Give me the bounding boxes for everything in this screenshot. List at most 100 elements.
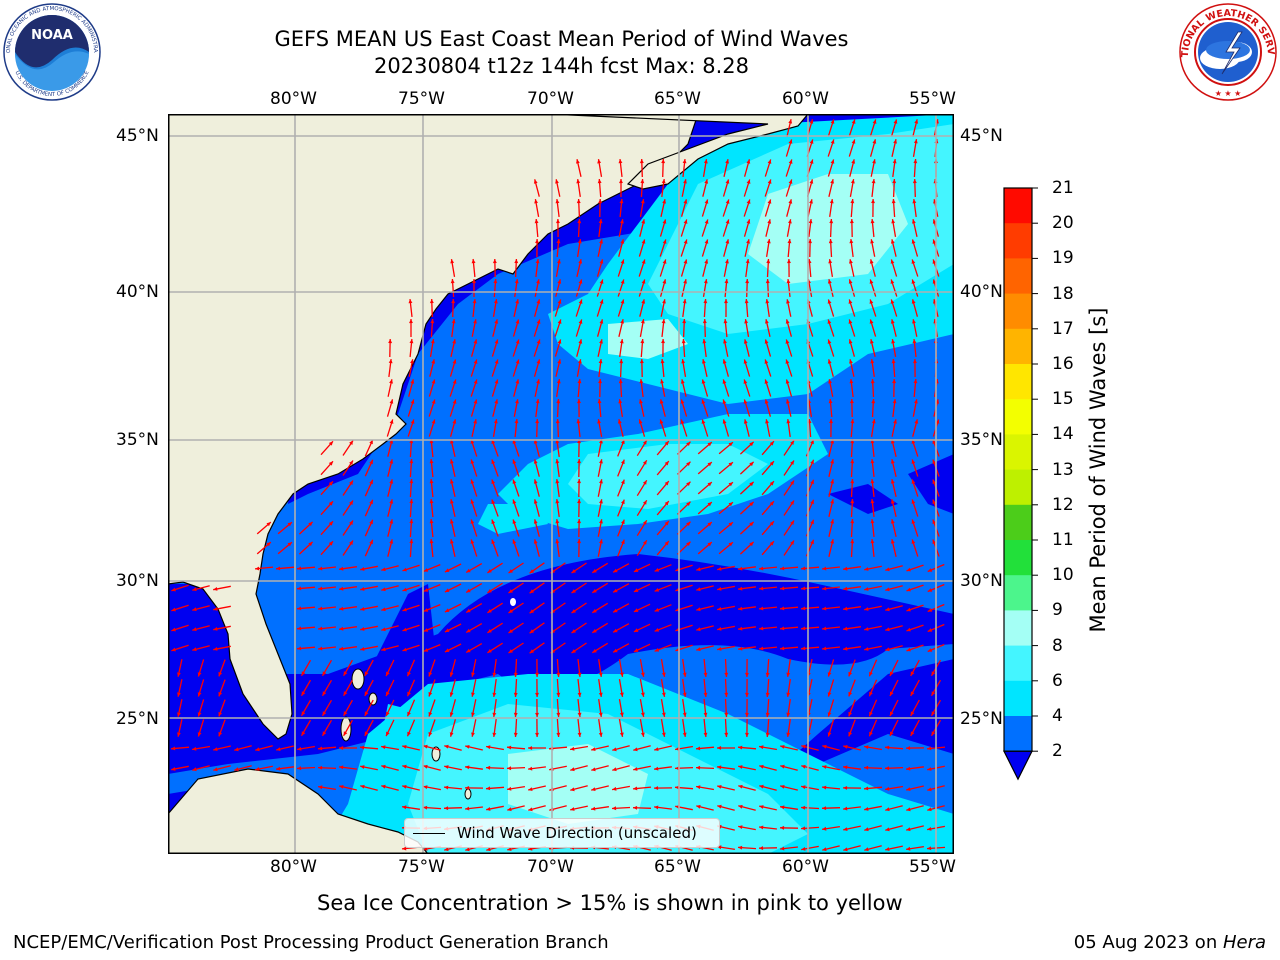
wind-wave-arrow-head [369, 459, 373, 465]
wind-wave-arrow-head [704, 259, 709, 264]
wind-wave-arrow-head [738, 646, 743, 651]
lon-label-bottom-80w: 80°W [270, 857, 317, 877]
wind-wave-arrow-head [428, 692, 433, 697]
wind-wave-arrow-head [297, 626, 302, 631]
wind-wave-arrow-head [429, 519, 434, 524]
wind-wave-arrow-head [780, 566, 785, 571]
wind-wave-arrow-head [339, 746, 344, 750]
wind-wave-arrow-head [491, 459, 496, 464]
wind-wave-arrow-head [827, 299, 832, 304]
footer-credit: NCEP/EMC/Verification Post Processing Pr… [13, 932, 609, 953]
wind-wave-arrow-head [557, 279, 562, 284]
wind-wave-arrow-head [911, 519, 916, 524]
wind-wave-arrow-head [707, 542, 712, 547]
wind-wave-arrow-head [869, 711, 873, 717]
wind-wave-arrow-head [790, 520, 794, 525]
wind-wave-arrow-head [535, 712, 539, 717]
wind-wave-arrow-head [410, 359, 414, 364]
wind-wave-arrow-head [633, 628, 639, 632]
wind-wave-arrow-head [749, 481, 754, 487]
wind-wave-arrow-head [890, 671, 894, 676]
wind-wave-arrow-head [177, 692, 181, 697]
wind-wave-arrow-head [266, 542, 271, 547]
wind-wave-arrow-head [343, 671, 348, 676]
wind-wave-arrow-head [349, 460, 353, 465]
wind-wave-arrow-head [890, 319, 895, 324]
wind-wave-arrow-head [912, 319, 916, 324]
wind-wave-arrow-head [682, 712, 687, 717]
wind-wave-arrow-head [664, 501, 669, 506]
wind-wave-arrow-head [431, 419, 436, 424]
wind-wave-arrow-head [423, 628, 429, 632]
wind-wave-arrow-head [577, 439, 581, 444]
wind-wave-arrow-head [598, 712, 603, 717]
wind-wave-arrow-head [431, 359, 436, 364]
wind-wave-arrow-head [724, 279, 729, 284]
wind-wave-arrow-head [654, 568, 660, 572]
wind-wave-arrow-head [633, 767, 638, 771]
wind-wave-arrow-head [287, 522, 292, 527]
wind-wave-arrow-head [297, 746, 302, 751]
wind-wave-arrow-head [577, 399, 581, 404]
wind-wave-arrow-head [906, 827, 911, 832]
wind-wave-arrow-head [911, 459, 916, 464]
wind-wave-arrow-head [725, 259, 729, 264]
wind-wave-arrow-head [786, 732, 791, 737]
wind-wave-arrow-head [617, 419, 622, 424]
wind-wave-arrow-head [906, 627, 911, 632]
wind-wave-arrow-head [409, 539, 414, 544]
wind-wave-arrow-head [171, 767, 176, 771]
wind-wave-arrow-head [402, 567, 407, 572]
wind-wave-arrow-head [654, 588, 660, 592]
wind-wave-arrow-head [514, 259, 519, 264]
wind-wave-arrow-head [869, 731, 873, 737]
wind-wave-arrow-head [654, 747, 659, 751]
lat-label-left-40n: 40°N [116, 282, 159, 302]
lon-label-top-75w: 75°W [398, 89, 445, 109]
wind-wave-arrow-head [528, 807, 533, 812]
wind-wave-arrow-head [192, 587, 197, 592]
wind-wave-arrow-head [810, 499, 814, 505]
wind-wave-arrow-head [786, 712, 791, 717]
wind-wave-arrow-head [828, 239, 833, 244]
wind-wave-arrow-head [533, 459, 538, 464]
wind-wave-arrow-head [849, 219, 854, 224]
wind-wave-arrow-head [513, 692, 518, 697]
wind-wave-arrow-head [381, 745, 386, 750]
wind-wave-arrow-head [767, 219, 772, 224]
wind-wave-arrow-head [597, 419, 601, 424]
wind-wave-arrow-head [765, 279, 770, 284]
wind-wave-arrow-head [536, 359, 541, 364]
wind-wave-arrow-head [906, 766, 911, 771]
wind-wave-arrow-head [682, 692, 687, 697]
wind-wave-arrow-head [701, 399, 706, 404]
wind-wave-arrow-head [738, 606, 743, 611]
wind-wave-arrow-head [386, 691, 390, 697]
wind-wave-arrow-head [486, 745, 491, 750]
wind-wave-arrow-head [890, 459, 895, 464]
wind-wave-arrow-head [717, 746, 722, 750]
wind-wave-arrow-head [536, 299, 541, 304]
wind-wave-arrow-head [576, 419, 581, 424]
wind-wave-arrow-head [848, 671, 853, 677]
wind-wave-arrow-head [932, 479, 937, 484]
wind-wave-arrow-head [696, 647, 701, 652]
wind-wave-arrow-head [682, 159, 687, 164]
wind-wave-arrow-head [297, 606, 302, 611]
wind-wave-arrow-head [927, 807, 932, 812]
wind-wave-arrow-head [598, 359, 603, 364]
wind-wave-arrow-head [780, 764, 785, 769]
map-panel: Wind Wave Direction (unscaled) [168, 114, 954, 854]
wind-wave-arrow-head [640, 199, 645, 204]
wind-wave-arrow-head [513, 712, 518, 717]
wind-wave-arrow-head [906, 846, 911, 851]
wind-wave-arrow-head [801, 626, 806, 631]
wind-wave-arrow-head [466, 648, 471, 653]
wind-wave-arrow-head [491, 479, 496, 484]
wind-wave-arrow-head [423, 648, 429, 652]
wind-wave-arrow-head [555, 479, 560, 484]
wind-wave-arrow-head [570, 767, 575, 772]
wind-wave-arrow-head [830, 139, 835, 144]
wind-wave-arrow-head [592, 628, 597, 633]
wind-wave-arrow-head [389, 459, 394, 464]
